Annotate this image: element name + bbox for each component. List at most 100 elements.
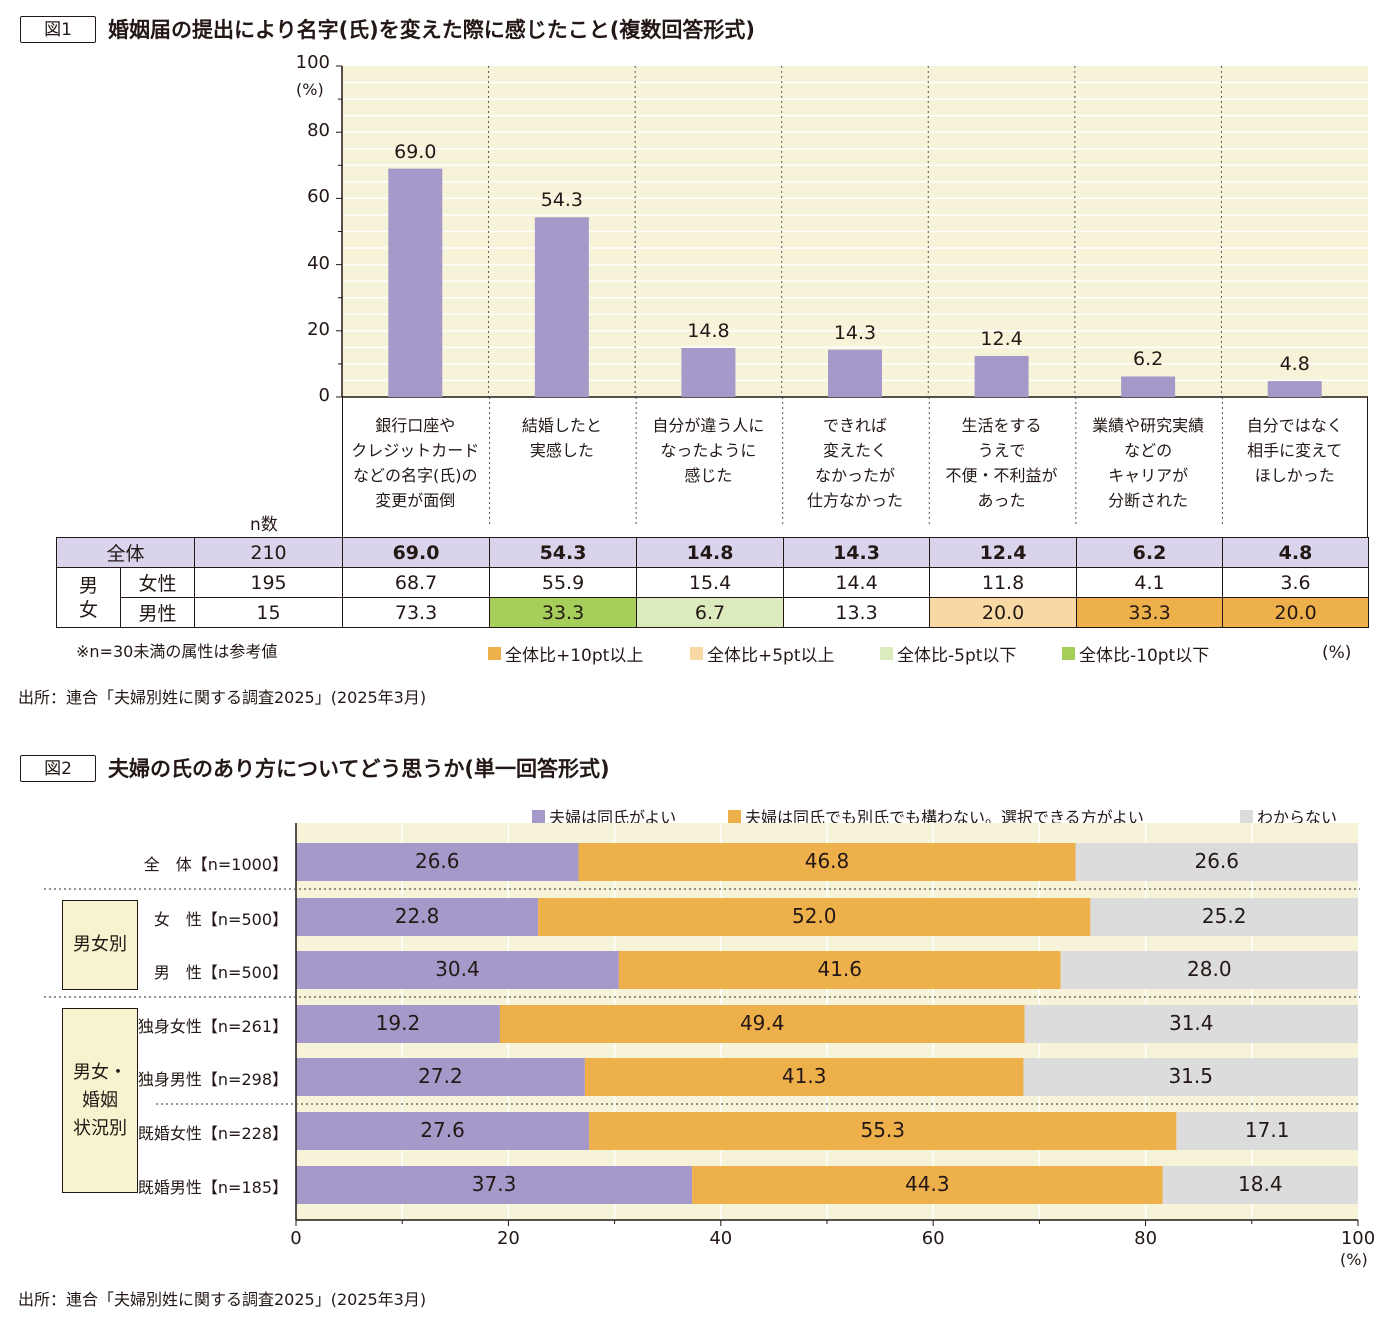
- x-tick-label: 0: [290, 1228, 302, 1249]
- bar-value-label: 69.0: [394, 140, 437, 163]
- bar-segment: [296, 898, 539, 936]
- legend-item: わからない: [1240, 804, 1337, 828]
- figure2-tag: 図2: [20, 755, 96, 782]
- category-label: 銀行口座や クレジットカード などの名字(氏)の 変更が面倒: [351, 416, 480, 510]
- category-label: できれば 変えたく なかったが 仕方なかった: [806, 416, 903, 510]
- figure1-tag: 図1: [20, 16, 96, 43]
- figure1-svg: [336, 65, 1368, 398]
- legend-swatch: [728, 809, 741, 823]
- bar-value-label: 14.3: [833, 321, 877, 344]
- row-label: 既婚男性【n=185】: [137, 1178, 288, 1197]
- table-cell: 68.7: [342, 567, 491, 598]
- row-label: 男 性【n=500】: [153, 963, 288, 982]
- legend-item: 夫婦は同氏がよい: [532, 804, 676, 828]
- legend-swatch: [880, 647, 893, 660]
- segment-value-label: 27.2: [418, 1064, 463, 1088]
- row-label: 既婚女性【n=228】: [137, 1124, 288, 1143]
- table-cell: 6.7: [636, 597, 785, 628]
- bar-segment: [1090, 898, 1358, 936]
- figure1-category-area: [342, 397, 1368, 537]
- category-label: 自分が違う人に なったように 感じた: [652, 416, 765, 485]
- segment-value-label: 30.4: [435, 957, 480, 981]
- figure1-source: 出所：連合「夫婦別姓に関する調査2025」(2025年3月): [18, 688, 427, 707]
- x-tick-label: 60: [921, 1228, 945, 1249]
- table-cell: 4.8: [1222, 537, 1370, 568]
- bar-segment: [296, 1058, 585, 1096]
- bar: [1121, 376, 1176, 397]
- figure1-yunit: (%): [296, 80, 324, 99]
- bar-segment: [538, 898, 1091, 936]
- bar-segment: [1176, 1112, 1358, 1150]
- bar: [1267, 381, 1322, 397]
- legend-label: 全体比-10pt以下: [1079, 646, 1210, 666]
- row-group-label: 男 女: [56, 567, 121, 628]
- legend-label: 夫婦は同氏でも別氏でも構わない。選択できる方がよい: [745, 808, 1144, 827]
- segment-value-label: 19.2: [375, 1011, 421, 1035]
- table-row: 男性 15 73.3 33.3 6.7 13.3 20.0 33.3 20.0: [57, 597, 1370, 628]
- bar-segment: [1024, 1005, 1358, 1043]
- legend-item: 全体比+10pt以上: [488, 641, 643, 666]
- bar-segment: [1023, 1058, 1358, 1096]
- legend-item: 全体比-10pt以下: [1062, 641, 1209, 666]
- segment-value-label: 26.6: [414, 849, 460, 873]
- table-cell: 20.0: [1222, 597, 1370, 628]
- bar-value-label: 54.3: [540, 189, 583, 212]
- segment-value-label: 49.4: [739, 1011, 785, 1035]
- table-cell: 69.0: [342, 537, 491, 568]
- bar-segment: [578, 843, 1076, 881]
- bar-segment: [1060, 951, 1358, 989]
- segment-value-label: 18.4: [1238, 1172, 1283, 1196]
- segment-value-label: 46.8: [804, 849, 850, 873]
- segment-value-label: 28.0: [1187, 957, 1232, 981]
- table-cell: 15.4: [636, 567, 785, 598]
- table-row: 全体 210 69.0 54.3 14.8 14.3 12.4 6.2 4.8: [55, 537, 1370, 568]
- segment-value-label: 41.6: [817, 957, 862, 981]
- legend-swatch: [488, 647, 501, 660]
- row-label: 独身男性【n=298】: [137, 1070, 288, 1089]
- bar: [974, 355, 1029, 397]
- table-cell: 55.9: [489, 567, 638, 598]
- bar-value-label: 12.4: [980, 327, 1023, 350]
- segment-value-label: 31.4: [1168, 1011, 1214, 1035]
- table-cell: 13.3: [783, 597, 931, 628]
- row-label: 男性: [119, 597, 196, 628]
- group-box-gender-marital: 男女・ 婚姻 状況別: [62, 1008, 138, 1193]
- bar-segment: [499, 1005, 1025, 1043]
- legend-swatch: [1062, 647, 1075, 660]
- y-tick-label: 100: [295, 52, 330, 73]
- bar: [828, 349, 882, 397]
- row-n: 210: [194, 537, 344, 568]
- table-cell: 14.8: [636, 537, 785, 568]
- bar-segment: [1075, 843, 1358, 881]
- bar-segment: [296, 951, 619, 989]
- table-cell: 4.1: [1076, 567, 1224, 598]
- x-tick-label: 80: [1134, 1228, 1158, 1249]
- figure2-source: 出所：連合「夫婦別姓に関する調査2025」(2025年3月): [18, 1290, 427, 1309]
- figure1-table: 全体 210 69.0 54.3 14.8 14.3 12.4 6.2 4.8 男 女女性 195 6…: [55, 537, 1370, 628]
- category-label: 生活をする うえで 不便・不利益が あった: [945, 416, 1058, 510]
- bar-value-label: 4.8: [1279, 353, 1310, 376]
- segment-value-label: 27.6: [420, 1118, 465, 1142]
- category-label: 業績や研究実績 などの キャリアが 分断された: [1092, 416, 1205, 510]
- segment-value-label: 37.3: [471, 1172, 517, 1196]
- row-label: 全体: [55, 537, 196, 568]
- legend-swatch: [532, 809, 545, 823]
- row-label: 女 性【n=500】: [153, 910, 288, 929]
- legend-label: 全体比-5pt以下: [897, 646, 1017, 666]
- table-cell: 20.0: [929, 597, 1078, 628]
- segment-value-label: 41.3: [781, 1064, 827, 1088]
- segment-value-label: 52.0: [791, 904, 837, 928]
- y-tick-label: 0: [318, 385, 330, 406]
- legend-item: 全体比+5pt以上: [690, 641, 835, 666]
- row-n: 195: [194, 567, 344, 598]
- figure2-xunit: (%): [1340, 1250, 1368, 1269]
- y-tick-label: 40: [307, 252, 330, 274]
- legend-label: 夫婦は同氏がよい: [549, 808, 677, 827]
- x-tick-label: 40: [709, 1228, 733, 1249]
- legend-label: 全体比+5pt以上: [707, 646, 835, 666]
- legend-swatch: [690, 647, 703, 660]
- row-label: 独身女性【n=261】: [137, 1017, 288, 1036]
- figure1-table-unit: (%): [1322, 643, 1352, 663]
- bar-segment: [692, 1166, 1163, 1204]
- table-cell: 12.4: [929, 537, 1078, 568]
